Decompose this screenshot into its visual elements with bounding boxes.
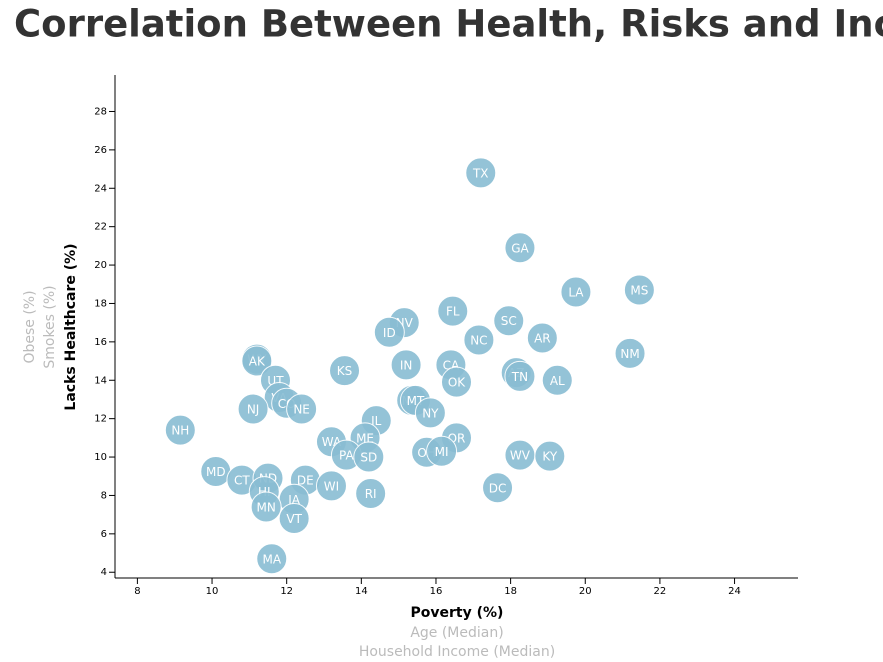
x-tick-label: 12 [280, 586, 293, 597]
state-label: MS [630, 284, 648, 298]
y-axis-label[interactable]: Obese (%) [22, 290, 38, 363]
state-label: FL [446, 305, 460, 319]
state-point [482, 472, 514, 504]
y-axis-label[interactable]: Smokes (%) [42, 285, 58, 368]
y-tick-label: 28 [94, 106, 107, 117]
state-point [526, 322, 558, 354]
x-tick-label: 16 [430, 586, 443, 597]
y-tick-label: 20 [94, 260, 107, 271]
state-point [241, 345, 273, 377]
state-point [441, 366, 472, 398]
x-axis-label[interactable]: Age (Median) [410, 625, 503, 641]
state-point [541, 364, 573, 396]
x-tick-label: 22 [654, 586, 667, 597]
state-point [414, 397, 446, 429]
state-point [278, 502, 310, 534]
y-tick-label: 8 [101, 490, 107, 501]
state-point [390, 349, 422, 381]
y-tick-label: 24 [94, 183, 107, 194]
state-point [256, 543, 288, 575]
state-point [329, 355, 361, 387]
state-label: ID [383, 326, 396, 340]
state-label: IL [371, 414, 382, 428]
state-label: OK [448, 376, 466, 390]
y-axis-label[interactable]: Lacks Healthcare (%) [63, 243, 79, 410]
state-label: MA [262, 552, 281, 566]
state-label: NJ [247, 403, 260, 417]
y-tick-label: 6 [101, 529, 107, 540]
state-point [250, 491, 282, 523]
y-tick-label: 16 [94, 337, 107, 348]
x-axis-label[interactable]: Household Income (Median) [359, 644, 555, 660]
state-label: TN [511, 370, 528, 384]
state-label: IN [400, 358, 413, 372]
x-axis-label[interactable]: Poverty (%) [411, 605, 504, 621]
state-label: MD [206, 465, 226, 479]
state-point [164, 414, 196, 446]
state-label: AL [550, 374, 565, 388]
y-tick-label: 4 [101, 567, 107, 578]
state-label: NE [293, 403, 310, 417]
y-tick-label: 22 [94, 222, 107, 233]
state-point [426, 435, 458, 467]
state-label: AK [249, 355, 266, 369]
state-label: PA [339, 449, 354, 463]
x-tick-label: 24 [728, 586, 741, 597]
y-tick-label: 12 [94, 414, 107, 425]
state-label: KS [337, 364, 353, 378]
state-label: VT [286, 512, 302, 526]
state-point [355, 478, 387, 510]
state-point [373, 316, 405, 348]
state-point [623, 274, 655, 306]
state-point [504, 232, 536, 264]
state-label: WI [324, 479, 339, 493]
state-label: KY [542, 450, 557, 464]
state-label: NC [470, 333, 487, 347]
state-label: NM [620, 347, 639, 361]
state-label: CT [234, 474, 250, 488]
state-point [286, 393, 318, 425]
state-label: RI [365, 487, 377, 501]
x-tick-label: 14 [355, 586, 368, 597]
state-point [237, 393, 269, 425]
state-label: MI [435, 445, 449, 459]
state-point [437, 295, 469, 327]
state-point [463, 324, 495, 356]
x-tick-label: 20 [579, 586, 592, 597]
state-label: DE [297, 474, 314, 488]
state-point [504, 360, 536, 392]
state-point [315, 470, 347, 502]
y-tick-label: 26 [94, 145, 107, 156]
state-label: SD [360, 451, 377, 465]
state-point [560, 276, 592, 308]
x-tick-label: 18 [504, 586, 517, 597]
state-point [353, 441, 385, 473]
state-label: AR [534, 332, 551, 346]
state-label: DC [489, 481, 507, 495]
state-label: LA [568, 285, 584, 299]
y-tick-label: 14 [94, 375, 107, 386]
state-label: MN [256, 500, 275, 514]
state-label: WV [510, 449, 531, 463]
state-point [465, 157, 497, 189]
state-label: TX [472, 166, 489, 180]
state-point [534, 440, 566, 472]
state-label: SC [501, 314, 517, 328]
state-point [614, 337, 646, 369]
state-label: NY [422, 406, 439, 420]
chart-title: Correlation Between Health, Risks and In… [14, 3, 883, 46]
y-tick-label: 10 [94, 452, 107, 463]
state-label: GA [511, 241, 529, 255]
y-tick-label: 18 [94, 298, 107, 309]
state-point [493, 305, 525, 337]
x-tick-label: 10 [206, 586, 219, 597]
state-label: NH [171, 424, 189, 438]
x-tick-label: 8 [134, 586, 140, 597]
